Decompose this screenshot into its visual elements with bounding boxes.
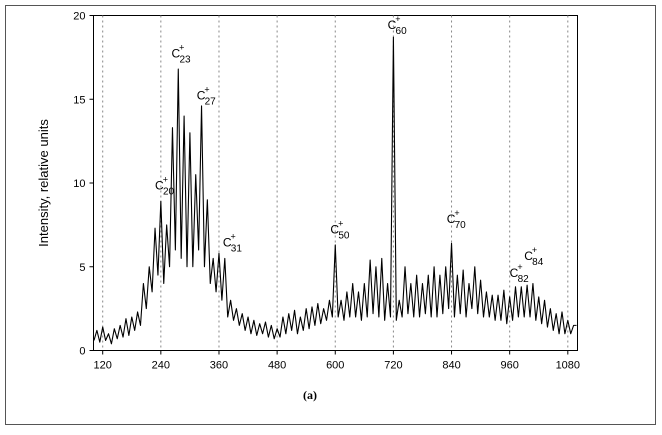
- caption: (a): [303, 388, 317, 402]
- x-tick-label: 480: [268, 360, 286, 372]
- y-axis-label: Intensity, relative units: [36, 119, 51, 247]
- peak-label-sub: 60: [396, 26, 408, 37]
- peak-label-base: C: [172, 46, 181, 60]
- frame: [5, 5, 656, 425]
- peak-label-base: C: [524, 249, 533, 263]
- peak-label-base: C: [510, 266, 519, 280]
- peak-label-sub: 23: [179, 54, 191, 65]
- peak-label-sup: +: [163, 175, 168, 185]
- x-tick-label: 120: [94, 360, 112, 372]
- peak-label-sup: +: [179, 42, 184, 52]
- peak-label-sup: +: [231, 232, 236, 242]
- peak-label: C+ 27: [197, 84, 216, 107]
- peak-label-sub: 50: [338, 230, 350, 241]
- peak-label-base: C: [330, 222, 339, 236]
- y-tick-label: 0: [79, 346, 85, 358]
- peak-label-sub: 70: [455, 220, 467, 231]
- peak-label-sub: 27: [205, 96, 217, 107]
- peak-label-sup: +: [395, 14, 400, 24]
- x-tick-label: 360: [210, 360, 228, 372]
- peak-label-base: C: [447, 212, 456, 226]
- peak-label-base: C: [388, 18, 397, 32]
- peak-label-sup: +: [532, 245, 537, 255]
- peak-label: C+ 50: [330, 218, 349, 241]
- y-tick-label: 15: [73, 94, 85, 106]
- peak-label: C+ 31: [223, 232, 242, 255]
- peak-label-base: C: [197, 88, 206, 102]
- peak-label-base: C: [223, 236, 232, 250]
- peak-label-sub: 82: [518, 274, 530, 285]
- x-tick-label: 840: [442, 360, 460, 372]
- peak-label-sup: +: [338, 218, 343, 228]
- peak-label-sub: 84: [532, 257, 544, 268]
- peak-label: C+ 70: [447, 208, 466, 231]
- peak-label-base: C: [155, 179, 164, 193]
- x-tick-label: 720: [384, 360, 402, 372]
- y-tick-label: 5: [79, 262, 85, 274]
- x-tick-label: 600: [326, 360, 344, 372]
- spectrum-line: [93, 36, 577, 345]
- x-tick-label: 240: [152, 360, 170, 372]
- y-tick-label: 10: [73, 178, 85, 190]
- peak-label-sup: +: [517, 262, 522, 272]
- peak-label: C+ 82: [510, 262, 529, 285]
- peak-label: C+ 23: [172, 42, 191, 65]
- x-tick-label: 960: [500, 360, 518, 372]
- y-tick-label: 20: [73, 11, 85, 23]
- peak-label-sup: +: [454, 208, 459, 218]
- peak-label-sub: 31: [231, 244, 243, 255]
- peak-label: C+ 60: [388, 14, 407, 37]
- x-tick-label: 1080: [556, 360, 580, 372]
- peak-label-sup: +: [204, 84, 209, 94]
- peak-label-sub: 20: [163, 187, 175, 198]
- peak-label: C+ 84: [524, 245, 543, 268]
- peak-label: C+ 20: [155, 175, 174, 198]
